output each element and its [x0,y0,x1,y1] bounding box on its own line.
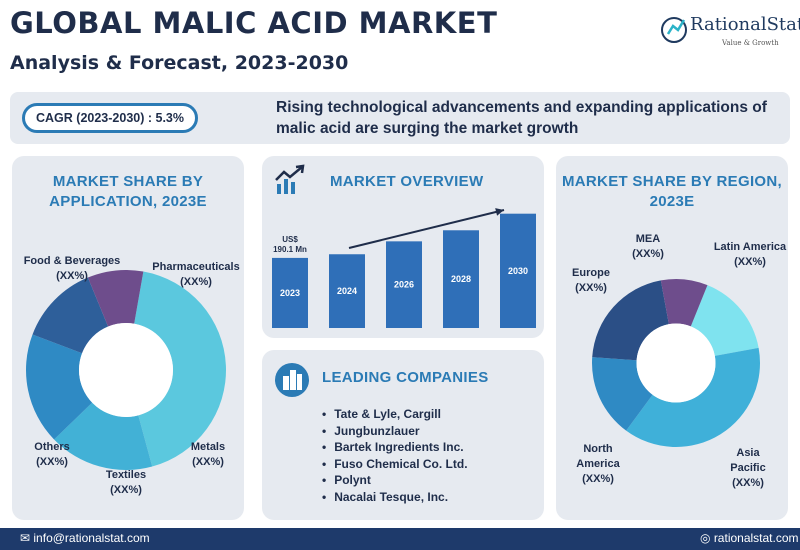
slice-label-metals: Metals (XX%) [190,441,226,468]
region-donut-chart [592,279,760,448]
slice-label-others: Others (XX%) [34,441,70,468]
donut-slice-europe [592,280,669,361]
bar-2030 [500,213,536,328]
company-list: Tate & Lyle, Cargill Jungbunzlauer Barte… [322,406,468,506]
slice-label-food-beverages: Food & Beverages (XX%) [23,255,121,282]
bar-2024 [329,254,365,328]
footer-website-link[interactable]: ◎ rationalstat.com [700,531,799,545]
slice-label-pharmaceuticals: Pharmaceuticals (XX%) [152,261,240,288]
slice-label-asia-pacific: Asia Pacific (XX%) [730,447,766,489]
donut-slice-mea [660,279,708,327]
donut-hole [636,323,716,403]
logo-tagline: Value & Growth [722,39,779,47]
region-chart-title: MARKET SHARE BY REGION, 2023E [562,173,782,210]
list-item: Nacalai Tesque, Inc. [322,489,468,506]
donut-slice-textiles [32,277,109,354]
page-subtitle: Analysis & Forecast, 2023-2030 [10,52,349,74]
bar-label-2030: 2030 [508,266,528,276]
bar-label-2024: 2024 [337,286,357,296]
bar-label-2023: 2023 [280,288,300,298]
mail-icon: ✉ [20,531,34,545]
list-item: Tate & Lyle, Cargill [322,406,468,423]
cagr-badge: CAGR (2023-2030) : 5.3% [22,103,198,133]
bar-2028 [443,230,479,328]
slice-label-latin-america: Latin America (XX%) [713,241,787,268]
bar-label-2026: 2026 [394,280,414,290]
bar-2023 [272,257,308,328]
list-item: Bartek Ingredients Inc. [322,439,468,456]
application-donut-chart [25,270,226,470]
list-item: Jungbunzlauer [322,423,468,440]
chart-trend-icon [275,164,305,194]
donut-slice-food-beverages [134,271,226,467]
logo-name: RationalStat [690,14,800,35]
slice-label-mea: MEA (XX%) [632,233,664,260]
footer-email-link[interactable]: ✉ info@rationalstat.com [20,531,150,545]
companies-title: LEADING COMPANIES [322,369,489,386]
donut-slice-others [87,270,144,327]
page-title: GLOBAL MALIC ACID MARKET [10,6,498,40]
bar-label-2028: 2028 [451,274,471,284]
bar-2026 [386,241,422,328]
donut-slice-metals [25,334,93,440]
donut-hole [79,323,173,417]
market-overview-bar-chart: 2023 US$ 190.1 Mn 2024 2026 2028 2030 [272,208,536,328]
building-icon [275,363,309,397]
bar-data-label: US$ 190.1 Mn [273,235,307,254]
donut-slice-pharmaceuticals [54,402,153,470]
banner-tagline: Rising technological advancements and ex… [276,99,767,137]
logo-mark-icon [661,17,687,43]
list-item: Polynt [322,472,468,489]
trend-arrow [348,209,505,249]
slice-label-textiles: Textiles (XX%) [105,469,147,496]
donut-slice-latin-america [690,285,759,356]
donut-slice-north-america [592,357,653,431]
application-chart-title: MARKET SHARE BY APPLICATION, 2023E [49,173,207,210]
overview-title: MARKET OVERVIEW [330,173,484,190]
globe-icon: ◎ [700,531,714,545]
trend-arrow-head [495,208,504,216]
logo[interactable]: RationalStat Value & Growth [660,14,800,54]
footer [0,528,800,550]
slice-label-europe: Europe (XX%) [572,267,610,294]
slice-label-north-america: North America (XX%) [576,443,620,485]
donut-slice-asia-pacific [626,347,760,448]
list-item: Fuso Chemical Co. Ltd. [322,456,467,473]
